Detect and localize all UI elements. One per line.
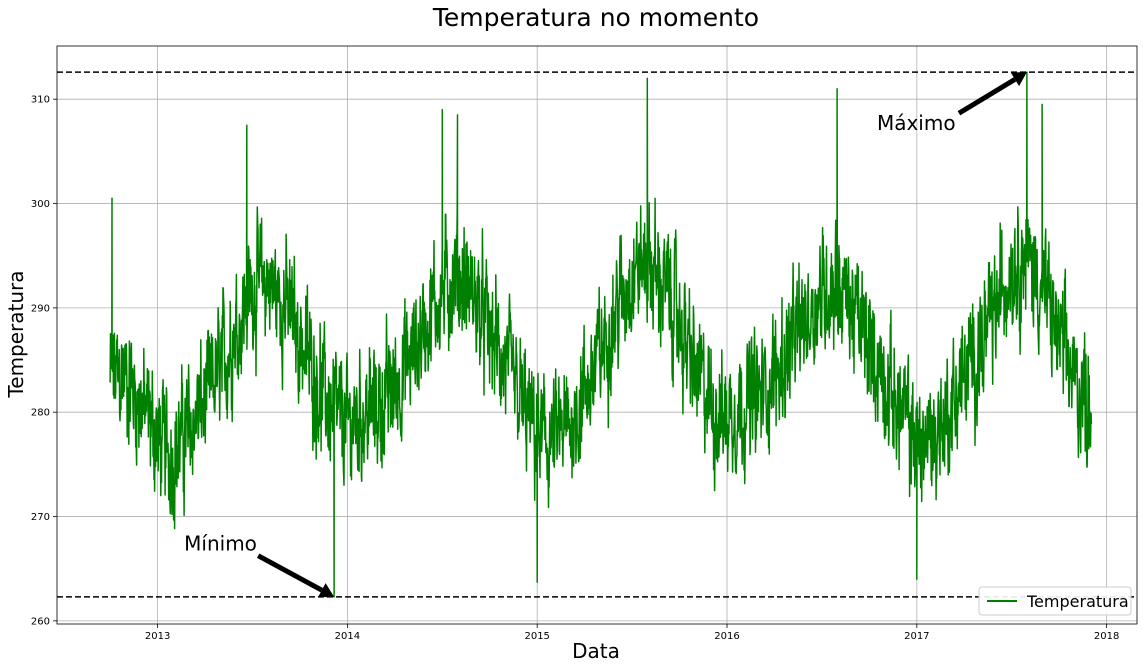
x-tick-label: 2013 xyxy=(145,631,170,642)
y-axis-label: Temperatura xyxy=(4,270,28,398)
x-axis-label: Data xyxy=(572,639,620,663)
annotation-max-arrow xyxy=(957,77,1017,116)
reference-lines xyxy=(57,71,1137,598)
series-line-temperatura xyxy=(109,71,1093,598)
annotations: Máximo Mínimo xyxy=(184,72,1027,598)
annotation-max-label: Máximo xyxy=(877,111,956,135)
legend-label-temperatura: Temperatura xyxy=(1026,592,1129,611)
x-tick-label: 2018 xyxy=(1094,631,1119,642)
grid xyxy=(57,46,1137,624)
annotation-min-arrow xyxy=(256,553,324,593)
chart-title: Temperatura no momento xyxy=(432,3,759,32)
y-tick-label: 270 xyxy=(31,512,50,523)
annotation-max-arrowhead xyxy=(1010,72,1027,87)
x-tick-label: 2016 xyxy=(714,631,739,642)
annotation-min-arrowhead xyxy=(317,583,335,598)
y-tick-label: 260 xyxy=(31,616,50,627)
plot-frame xyxy=(56,45,1138,625)
y-tick-label: 310 xyxy=(31,95,50,106)
y-tick-label: 290 xyxy=(31,303,50,314)
legend-box xyxy=(978,586,1132,616)
annotation-min-label: Mínimo xyxy=(184,532,257,556)
series-temperatura xyxy=(109,71,1093,598)
x-tick-label: 2014 xyxy=(335,631,360,642)
y-axis: 260 270 280 290 300 310 xyxy=(31,95,57,627)
x-axis: 2013 2014 2015 2016 2017 2018 xyxy=(145,624,1119,642)
y-tick-label: 300 xyxy=(31,199,50,210)
x-tick-label: 2015 xyxy=(524,631,549,642)
legend: Temperatura xyxy=(978,586,1132,616)
y-tick-label: 280 xyxy=(31,408,50,419)
x-tick-label: 2017 xyxy=(904,631,929,642)
